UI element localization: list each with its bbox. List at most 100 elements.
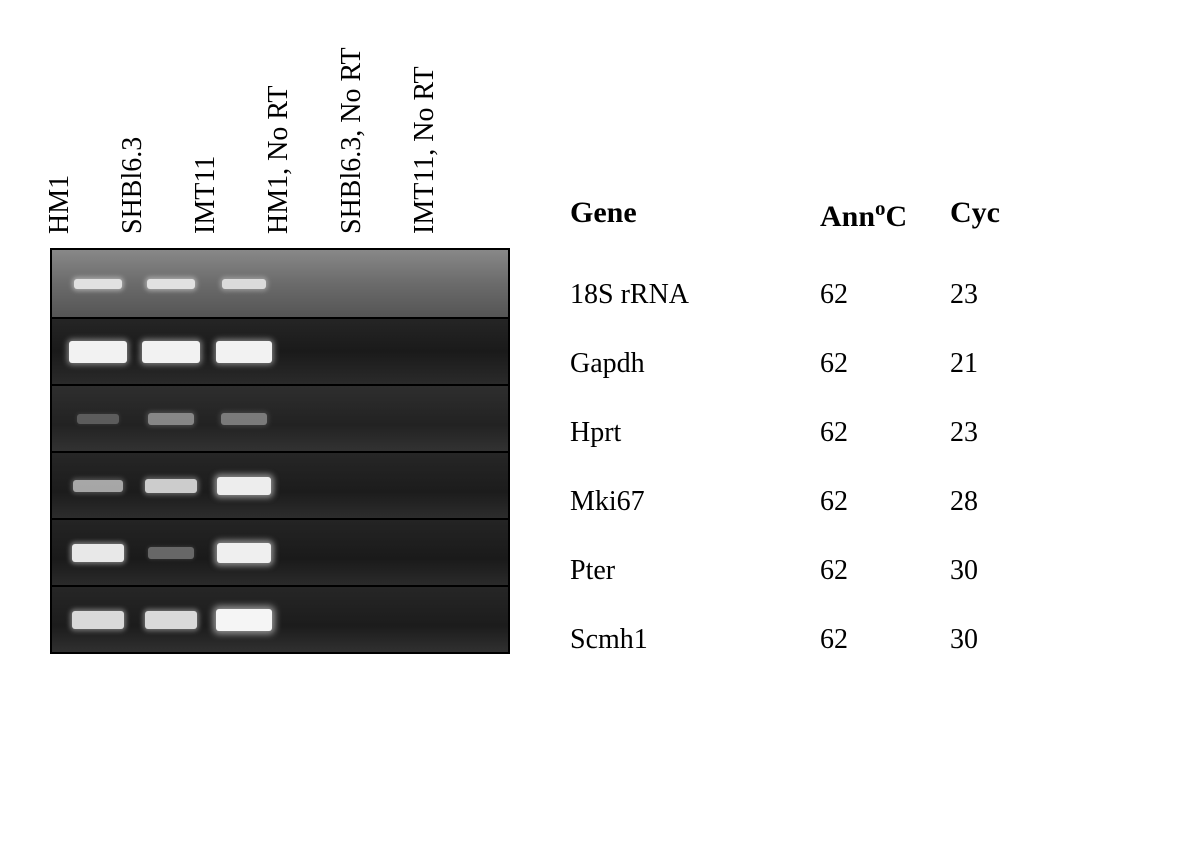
table-row: 18S rRNA 62 23 bbox=[570, 260, 1030, 329]
gel-lane bbox=[353, 520, 426, 585]
cell-cyc: 23 bbox=[950, 279, 1030, 311]
gel-lane bbox=[207, 319, 280, 384]
gel-lane bbox=[425, 587, 498, 652]
figure-container: HM1 SHBl6.3 IMT11 HM1, No RT SHBl6.3, No… bbox=[0, 0, 1200, 714]
gel-band bbox=[148, 547, 194, 559]
gel-band bbox=[221, 413, 267, 425]
lane-label-text: SHBl6.3, No RT bbox=[336, 47, 368, 234]
lane-label: IMT11, No RT bbox=[427, 40, 500, 240]
cell-ann: 62 bbox=[820, 555, 950, 587]
cell-gene: Mki67 bbox=[570, 486, 820, 518]
gel-lane bbox=[135, 520, 208, 585]
header-gene: Gene bbox=[570, 196, 820, 234]
gel-lane bbox=[135, 587, 208, 652]
header-ann: AnnoC bbox=[820, 196, 950, 234]
header-cyc: Cyc bbox=[950, 196, 1030, 234]
gel-column: HM1 SHBl6.3 IMT11 HM1, No RT SHBl6.3, No… bbox=[50, 40, 510, 654]
gel-lane bbox=[280, 319, 353, 384]
lane-label-text: IMT11, No RT bbox=[409, 66, 441, 234]
table-header-row: Gene AnnoC Cyc bbox=[570, 196, 1030, 234]
cell-cyc: 21 bbox=[950, 348, 1030, 380]
gel-band bbox=[217, 543, 271, 563]
gel-lane bbox=[280, 587, 353, 652]
gel-band bbox=[77, 414, 119, 424]
gel-band bbox=[216, 609, 272, 631]
gel-lane bbox=[62, 587, 135, 652]
lane-label-text: HM1, No RT bbox=[263, 86, 295, 234]
gel-band bbox=[147, 279, 195, 289]
lane-label-text: HM1 bbox=[44, 175, 76, 234]
gel-lane bbox=[353, 453, 426, 518]
gel-row bbox=[52, 250, 508, 317]
pcr-table: Gene AnnoC Cyc 18S rRNA 62 23 Gapdh 62 2… bbox=[570, 40, 1030, 674]
gel-lane bbox=[207, 386, 280, 451]
gel-lane bbox=[425, 319, 498, 384]
table-row: Scmh1 62 30 bbox=[570, 605, 1030, 674]
gel-band bbox=[72, 611, 124, 629]
gel-lane bbox=[425, 520, 498, 585]
gel-row bbox=[52, 585, 508, 652]
lane-label-text: IMT11 bbox=[190, 156, 222, 234]
gel-lane bbox=[353, 386, 426, 451]
gel-lane bbox=[425, 453, 498, 518]
gel-band bbox=[145, 611, 197, 629]
gel-lane bbox=[62, 520, 135, 585]
gel-band bbox=[148, 413, 194, 425]
cell-gene: 18S rRNA bbox=[570, 279, 820, 311]
gel-band bbox=[72, 544, 124, 562]
gel-lane bbox=[280, 250, 353, 317]
cell-cyc: 23 bbox=[950, 417, 1030, 449]
gel-lane bbox=[353, 587, 426, 652]
lane-labels-row: HM1 SHBl6.3 IMT11 HM1, No RT SHBl6.3, No… bbox=[50, 40, 510, 240]
table-row: Hprt 62 23 bbox=[570, 398, 1030, 467]
cell-cyc: 30 bbox=[950, 624, 1030, 656]
gel-lane bbox=[280, 453, 353, 518]
gel-lane bbox=[135, 250, 208, 317]
gel-lane bbox=[353, 319, 426, 384]
gel-lane bbox=[207, 520, 280, 585]
gel-lane bbox=[207, 250, 280, 317]
gel-image-stack bbox=[50, 248, 510, 654]
gel-lane bbox=[280, 386, 353, 451]
cell-gene: Pter bbox=[570, 555, 820, 587]
cell-ann: 62 bbox=[820, 624, 950, 656]
gel-row bbox=[52, 384, 508, 451]
cell-ann: 62 bbox=[820, 486, 950, 518]
gel-band bbox=[69, 341, 127, 363]
cell-cyc: 30 bbox=[950, 555, 1030, 587]
gel-row bbox=[52, 518, 508, 585]
gel-row bbox=[52, 451, 508, 518]
gel-lane bbox=[425, 250, 498, 317]
cell-gene: Scmh1 bbox=[570, 624, 820, 656]
gel-band bbox=[217, 477, 271, 495]
gel-row bbox=[52, 317, 508, 384]
gel-lane bbox=[353, 250, 426, 317]
table-row: Gapdh 62 21 bbox=[570, 329, 1030, 398]
gel-lane bbox=[207, 587, 280, 652]
gel-lane bbox=[62, 319, 135, 384]
cell-cyc: 28 bbox=[950, 486, 1030, 518]
gel-lane bbox=[62, 453, 135, 518]
gel-band bbox=[145, 479, 197, 493]
gel-lane bbox=[135, 386, 208, 451]
cell-gene: Gapdh bbox=[570, 348, 820, 380]
gel-lane bbox=[135, 453, 208, 518]
gel-lane bbox=[207, 453, 280, 518]
gel-band bbox=[74, 279, 122, 289]
cell-ann: 62 bbox=[820, 279, 950, 311]
lane-label-text: SHBl6.3 bbox=[117, 137, 149, 234]
gel-band bbox=[142, 341, 200, 363]
cell-ann: 62 bbox=[820, 417, 950, 449]
table-row: Pter 62 30 bbox=[570, 536, 1030, 605]
gel-lane bbox=[135, 319, 208, 384]
gel-lane bbox=[280, 520, 353, 585]
gel-lane bbox=[425, 386, 498, 451]
table-row: Mki67 62 28 bbox=[570, 467, 1030, 536]
gel-band bbox=[73, 480, 123, 492]
cell-gene: Hprt bbox=[570, 417, 820, 449]
gel-lane bbox=[62, 250, 135, 317]
gel-band bbox=[222, 279, 266, 289]
cell-ann: 62 bbox=[820, 348, 950, 380]
gel-lane bbox=[62, 386, 135, 451]
gel-band bbox=[216, 341, 272, 363]
